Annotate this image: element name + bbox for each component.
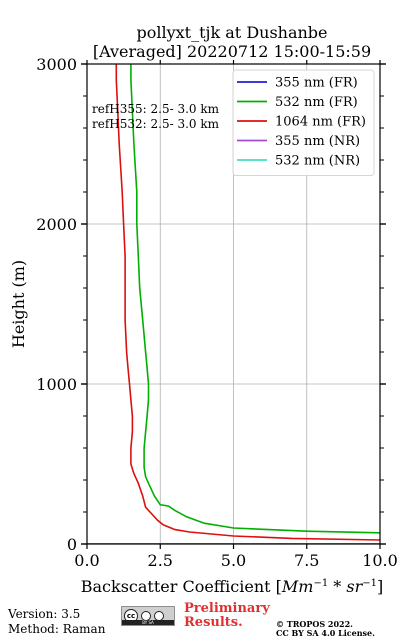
preliminary-line-1: Preliminary [184,601,270,616]
preliminary-line-2: Results. [184,615,243,630]
cc-license-badge: cc BY SA [121,606,175,626]
copyright-notice: © TROPOS 2022. CC BY SA 4.0 License. [276,620,375,638]
axis-ticks: 0.0 2.5 5.0 7.5 10.0 0 1000 2000 3000 [36,55,398,570]
license-strip: BY SA [122,620,174,625]
legend-box [232,69,375,176]
method-text: Method: Raman [8,622,106,636]
y-tick-label-0: 0 [67,535,77,554]
legend-label-1: 532 nm (FR) [275,95,358,110]
x-tick-label-2: 5.0 [221,551,246,570]
preliminary-notice: Preliminary Results. [184,602,270,630]
x-axis-label: Backscatter Coefficient [Mm−1 * sr−1] [81,577,384,596]
legend-label-3: 355 nm (NR) [275,134,360,149]
series-line-2 [115,64,380,541]
copyright-line-2: CC BY SA 4.0 License. [276,628,375,638]
x-tick-label-0: 0.0 [74,551,99,570]
annotation-refh355: refH355: 2.5- 3.0 km [92,102,220,116]
x-tick-label-1: 2.5 [148,551,173,570]
chart-title-line-2: [Averaged] 20220712 15:00-15:59 [93,42,371,61]
x-tick-label-3: 7.5 [294,551,319,570]
series-lines [87,64,380,544]
copyright-line-1: © TROPOS 2022. [276,619,353,629]
y-tick-label-3: 3000 [36,55,77,74]
annotation-refh532: refH532: 2.5- 3.0 km [92,117,220,131]
series-line-1 [130,64,380,534]
chart-title-line-1: pollyxt_tjk at Dushanbe [136,23,327,42]
y-tick-label-1: 1000 [36,375,77,394]
legend-label-4: 532 nm (NR) [275,154,360,169]
x-tick-label-4: 10.0 [362,551,398,570]
y-tick-label-2: 2000 [36,215,77,234]
version-text: Version: 3.5 [8,607,81,621]
legend-label-2: 1064 nm (FR) [275,115,366,130]
legend-label-0: 355 nm (FR) [275,76,358,91]
backscatter-profile-chart: pollyxt_tjk at Dushanbe [Averaged] 20220… [9,23,398,596]
y-axis-label: Height (m) [9,260,28,348]
legend: 355 nm (FR) 532 nm (FR) 1064 nm (FR) 355 nm… [232,69,375,176]
